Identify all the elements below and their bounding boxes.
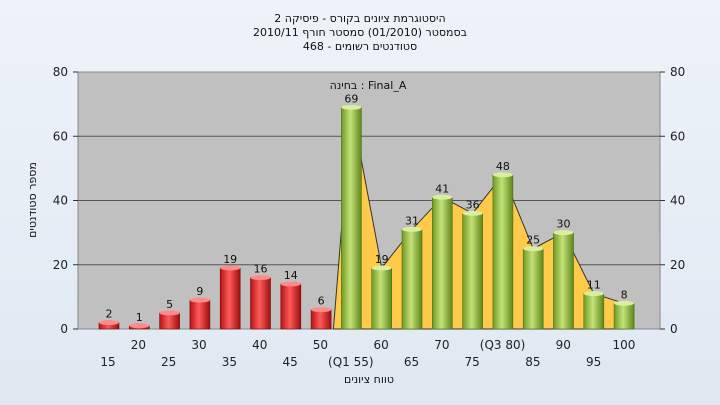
y-axis-right: 0 20 40 60 80 bbox=[660, 65, 685, 336]
y-axis-title: מספר סטודנטים bbox=[26, 162, 39, 238]
title-line-3: סטודנטים רשומים - 468 bbox=[303, 40, 417, 53]
bar-value-label: 5 bbox=[166, 298, 173, 311]
y-tick-label-left: 40 bbox=[53, 194, 68, 208]
bar-cap bbox=[129, 323, 150, 329]
x-tick-label: 35 bbox=[222, 355, 237, 369]
bar-value-label: 14 bbox=[284, 269, 298, 282]
bar-cap bbox=[492, 172, 513, 178]
bar-cap bbox=[189, 297, 210, 303]
bar-value-label: 11 bbox=[587, 279, 601, 292]
bar-cap bbox=[220, 265, 241, 271]
bar bbox=[280, 283, 302, 330]
x-tick-label: 95 bbox=[586, 355, 601, 369]
bar-value-label: 16 bbox=[254, 263, 268, 276]
bar-cap bbox=[280, 281, 301, 287]
bar-cap bbox=[311, 307, 332, 313]
x-tick-label: (Q1 55) bbox=[328, 355, 374, 369]
x-tick-label: 70 bbox=[434, 338, 449, 352]
bar-value-label: 30 bbox=[557, 218, 571, 231]
bar bbox=[250, 277, 271, 330]
bar-cap bbox=[432, 194, 453, 200]
bar bbox=[522, 248, 544, 330]
title-line-1: היסטוגרמת ציונים בקורס - פיסיקה 2 bbox=[274, 12, 445, 25]
bar-cap bbox=[371, 265, 392, 271]
x-tick-label: 45 bbox=[282, 355, 297, 369]
bar-value-label: 19 bbox=[223, 253, 237, 266]
y-tick-label-left: 80 bbox=[53, 65, 68, 79]
x-tick-label: 65 bbox=[404, 355, 419, 369]
bar bbox=[431, 196, 453, 330]
bar bbox=[341, 107, 362, 330]
bar-cap bbox=[553, 230, 574, 236]
y-tick-label-right: 20 bbox=[670, 258, 685, 272]
y-tick-label-right: 80 bbox=[670, 65, 685, 79]
y-tick-label-right: 60 bbox=[670, 129, 685, 143]
y-tick-label-right: 0 bbox=[670, 322, 678, 336]
bar-value-label: 25 bbox=[526, 234, 540, 247]
bar bbox=[219, 267, 241, 330]
bar bbox=[462, 213, 483, 330]
bar-cap bbox=[341, 104, 362, 110]
bar-cap bbox=[159, 310, 180, 316]
bar-value-label: 9 bbox=[196, 285, 203, 298]
bar-cap bbox=[614, 300, 635, 306]
bar bbox=[613, 302, 635, 330]
y-axis-left: 0 20 40 60 80 bbox=[53, 65, 78, 336]
bar-cap bbox=[583, 291, 604, 297]
bar bbox=[371, 267, 393, 330]
y-tick-label-left: 20 bbox=[53, 258, 68, 272]
chart-title: היסטוגרמת ציונים בקורס - פיסיקה 2 בסמסטר… bbox=[253, 12, 467, 53]
y-tick-label-left: 60 bbox=[53, 129, 68, 143]
bar bbox=[401, 229, 423, 330]
bar-cap bbox=[99, 320, 119, 326]
x-tick-label: 40 bbox=[252, 338, 267, 352]
x-tick-label: 75 bbox=[465, 355, 480, 369]
x-tick-label: 85 bbox=[525, 355, 540, 369]
bar-cap bbox=[250, 275, 271, 281]
bar bbox=[189, 299, 211, 330]
x-tick-label: 30 bbox=[191, 338, 206, 352]
bar-cap bbox=[523, 246, 544, 252]
x-tick-label: 25 bbox=[161, 355, 176, 369]
bar-value-label: 19 bbox=[375, 253, 389, 266]
bar-value-label: 48 bbox=[496, 160, 510, 173]
bar bbox=[553, 232, 574, 330]
title-line-2: בסמסטר (01/2010) סמסטר חורף 2010/11 bbox=[253, 26, 467, 39]
value-labels: 2 1 5 9 19 16 14 6 69 19 31 41 36 48 25 30 11 8 bbox=[106, 92, 628, 323]
bar-value-label: 69 bbox=[344, 92, 358, 105]
x-tick-label: 15 bbox=[100, 355, 115, 369]
x-tick-label: 60 bbox=[374, 338, 389, 352]
x-tick-label: 50 bbox=[313, 338, 328, 352]
x-tick-label: (Q3 80) bbox=[480, 338, 526, 352]
bar bbox=[583, 293, 605, 330]
series-label: בחינה : Final_A bbox=[330, 79, 407, 92]
x-tick-label: 20 bbox=[131, 338, 146, 352]
x-tick-label: 100 bbox=[612, 338, 635, 352]
bar-value-label: 1 bbox=[136, 311, 143, 324]
bars bbox=[98, 104, 635, 330]
bar-value-label: 41 bbox=[435, 182, 449, 195]
y-tick-label-right: 40 bbox=[670, 194, 685, 208]
bar-value-label: 36 bbox=[466, 198, 480, 211]
bar-value-label: 2 bbox=[106, 308, 113, 321]
y-tick-label-left: 0 bbox=[60, 322, 68, 336]
bar-cap bbox=[462, 210, 483, 216]
x-axis-title: טווח ציונים bbox=[344, 373, 394, 386]
bar-value-label: 6 bbox=[318, 295, 325, 308]
bar bbox=[492, 174, 514, 330]
bar-value-label: 31 bbox=[405, 214, 419, 227]
x-axis-labels-upper: 20 30 40 50 60 70 (Q3 80) 90 100 bbox=[131, 338, 636, 352]
bar-value-label: 8 bbox=[621, 288, 628, 301]
bar-cap bbox=[402, 226, 422, 232]
x-axis-labels-lower: 15 25 35 45 (Q1 55) 65 75 85 95 bbox=[100, 355, 601, 369]
bar bbox=[310, 309, 332, 330]
x-tick-label: 90 bbox=[556, 338, 571, 352]
